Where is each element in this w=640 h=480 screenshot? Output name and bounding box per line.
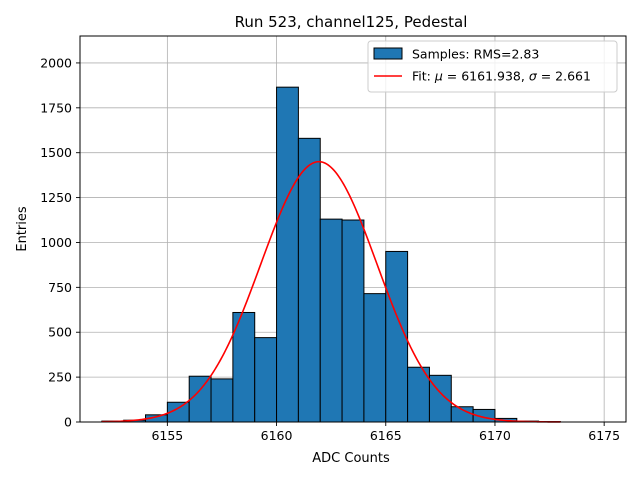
legend-samples-label: Samples: RMS=2.83 <box>412 47 539 62</box>
histogram-bar <box>188 375 212 423</box>
x-tick-label: 6175 <box>588 428 620 443</box>
y-tick-label: 0 <box>64 415 72 430</box>
x-tick-label: 6165 <box>370 428 402 443</box>
y-tick-label: 750 <box>48 280 72 295</box>
y-tick-label: 1750 <box>40 100 72 115</box>
legend-fit-label: Fit: μ = 6161.938, σ = 2.661 <box>412 69 591 84</box>
plot-frame <box>79 35 627 423</box>
y-tick-label: 1250 <box>40 190 72 205</box>
histogram-bar <box>341 219 365 423</box>
fit-curve <box>101 160 561 423</box>
x-tick-label: 6160 <box>261 428 293 443</box>
legend-samples-swatch <box>373 47 403 60</box>
y-tick-label: 2000 <box>40 55 72 70</box>
legend: Samples: RMS=2.83 Fit: μ = 6161.938, σ =… <box>367 40 618 93</box>
x-axis-label: ADC Counts <box>312 451 390 466</box>
histogram-bar <box>319 218 343 423</box>
y-tick-label: 1500 <box>40 145 72 160</box>
histogram-bar <box>297 137 321 423</box>
x-tick-label: 6155 <box>151 428 183 443</box>
histogram-bar <box>210 378 234 423</box>
x-axis-ticks: 6155 6160 6165 6170 6175 <box>151 422 620 443</box>
legend-box <box>367 40 618 93</box>
histogram-bar <box>428 374 452 423</box>
y-tick-label: 1000 <box>40 235 72 250</box>
y-axis-ticks: 0 250 500 750 1000 1250 1500 1750 2000 <box>40 55 80 430</box>
histogram-bar <box>363 293 387 423</box>
histogram-bars <box>101 86 561 423</box>
y-axis-label: Entries <box>15 206 30 252</box>
histogram-bar <box>254 337 278 423</box>
y-tick-label: 250 <box>48 370 72 385</box>
histogram-bar <box>276 86 299 423</box>
y-tick-label: 500 <box>48 325 72 340</box>
histogram-bar <box>385 250 409 423</box>
chart-title: Run 523, channel125, Pedestal <box>235 13 468 31</box>
fit-curve-layer <box>101 160 561 423</box>
x-tick-label: 6170 <box>479 428 511 443</box>
